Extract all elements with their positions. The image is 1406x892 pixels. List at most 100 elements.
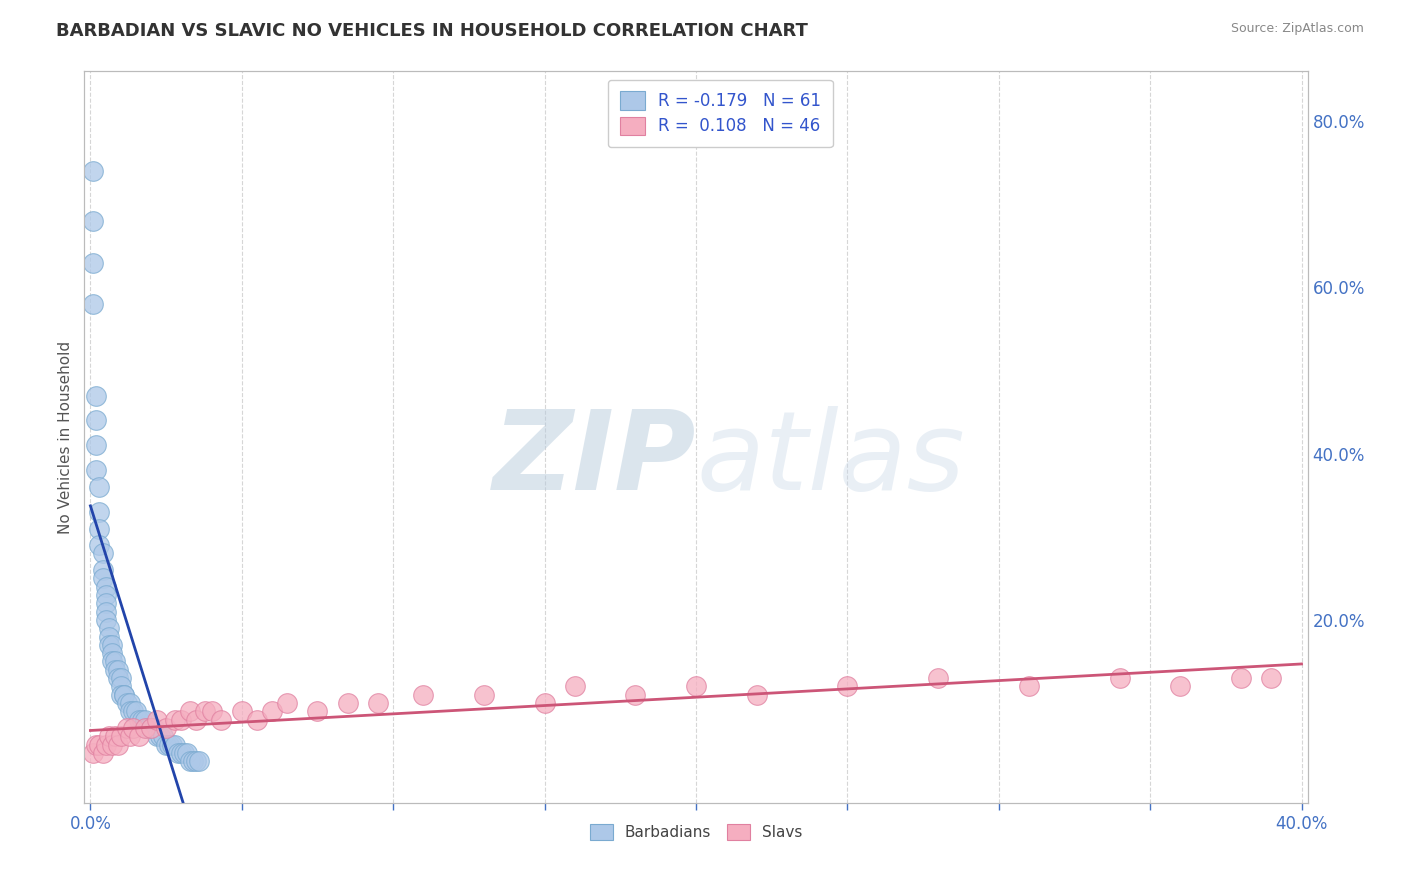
Point — [533, 696, 555, 710]
Point — [94, 738, 117, 752]
Point — [115, 696, 138, 710]
Point — [186, 754, 208, 768]
Point — [209, 713, 232, 727]
Point — [100, 638, 122, 652]
Point — [624, 688, 647, 702]
Point — [183, 754, 205, 768]
Point — [307, 705, 329, 719]
Point — [1108, 671, 1130, 685]
Point — [94, 613, 117, 627]
Point — [1260, 671, 1282, 685]
Point — [89, 521, 111, 535]
Point — [564, 680, 586, 694]
Point — [97, 621, 120, 635]
Point — [94, 605, 117, 619]
Point — [100, 738, 122, 752]
Point — [110, 729, 132, 743]
Point — [115, 721, 138, 735]
Y-axis label: No Vehicles in Household: No Vehicles in Household — [58, 341, 73, 533]
Point — [134, 721, 156, 735]
Point — [179, 754, 201, 768]
Point — [155, 721, 177, 735]
Point — [107, 738, 129, 752]
Text: ZIP: ZIP — [492, 406, 696, 513]
Point — [82, 164, 104, 178]
Point — [167, 746, 190, 760]
Point — [104, 663, 127, 677]
Point — [155, 738, 177, 752]
Point — [128, 713, 150, 727]
Point — [165, 713, 187, 727]
Point — [745, 688, 768, 702]
Point — [472, 688, 495, 702]
Point — [146, 713, 169, 727]
Text: Source: ZipAtlas.com: Source: ZipAtlas.com — [1230, 22, 1364, 36]
Point — [82, 214, 104, 228]
Point — [91, 746, 114, 760]
Point — [104, 729, 127, 743]
Point — [89, 505, 111, 519]
Point — [1018, 680, 1040, 694]
Point — [179, 705, 201, 719]
Point — [100, 655, 122, 669]
Point — [200, 705, 222, 719]
Point — [89, 738, 111, 752]
Point — [112, 688, 135, 702]
Point — [170, 746, 193, 760]
Point — [146, 729, 169, 743]
Point — [262, 705, 284, 719]
Point — [685, 680, 707, 694]
Point — [336, 696, 359, 710]
Point — [91, 571, 114, 585]
Point — [118, 729, 141, 743]
Point — [276, 696, 298, 710]
Point — [118, 705, 141, 719]
Point — [165, 738, 187, 752]
Point — [186, 713, 208, 727]
Point — [136, 721, 159, 735]
Point — [134, 713, 156, 727]
Point — [412, 688, 434, 702]
Point — [107, 671, 129, 685]
Point — [110, 688, 132, 702]
Point — [86, 438, 108, 452]
Point — [173, 746, 195, 760]
Point — [91, 546, 114, 560]
Point — [86, 463, 108, 477]
Point — [110, 671, 132, 685]
Point — [160, 738, 183, 752]
Point — [107, 663, 129, 677]
Point — [112, 688, 135, 702]
Point — [231, 705, 253, 719]
Point — [121, 705, 143, 719]
Point — [97, 630, 120, 644]
Point — [152, 729, 174, 743]
Point — [110, 680, 132, 694]
Point — [139, 721, 162, 735]
Point — [86, 738, 108, 752]
Point — [188, 754, 211, 768]
Point — [149, 729, 172, 743]
Point — [125, 705, 148, 719]
Text: BARBADIAN VS SLAVIC NO VEHICLES IN HOUSEHOLD CORRELATION CHART: BARBADIAN VS SLAVIC NO VEHICLES IN HOUSE… — [56, 22, 808, 40]
Point — [82, 297, 104, 311]
Point — [97, 638, 120, 652]
Point — [86, 413, 108, 427]
Point — [82, 255, 104, 269]
Point — [927, 671, 949, 685]
Point — [121, 721, 143, 735]
Point — [94, 596, 117, 610]
Point — [89, 538, 111, 552]
Point — [194, 705, 217, 719]
Point — [94, 588, 117, 602]
Text: atlas: atlas — [696, 406, 965, 513]
Point — [100, 646, 122, 660]
Point — [118, 696, 141, 710]
Legend: Barbadians, Slavs: Barbadians, Slavs — [583, 817, 808, 847]
Point — [837, 680, 859, 694]
Point — [94, 580, 117, 594]
Point — [82, 746, 104, 760]
Point — [246, 713, 269, 727]
Point — [170, 713, 193, 727]
Point — [86, 388, 108, 402]
